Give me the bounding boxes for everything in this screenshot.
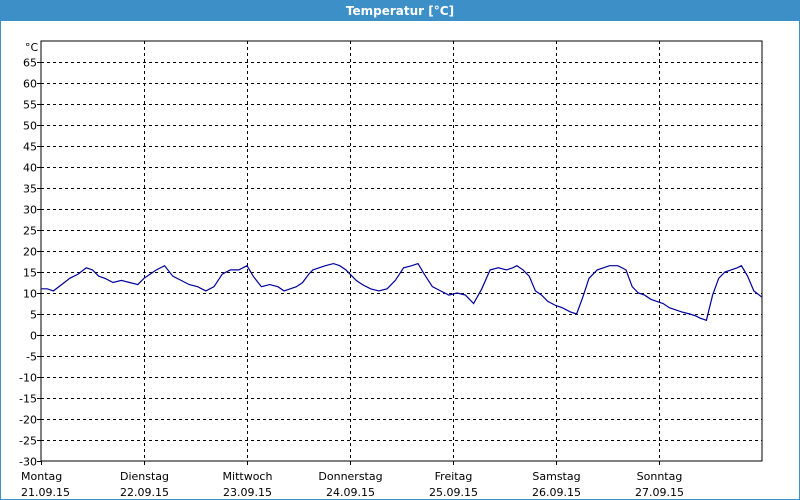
- y-tick-label: 25: [23, 225, 37, 238]
- x-tick-day-label: Montag: [21, 470, 62, 483]
- y-tick-labels: 65605550454035302520151050-5-10-15-20-25…: [19, 57, 37, 469]
- y-tick-label: 30: [23, 204, 37, 217]
- y-tick-label: 60: [23, 78, 37, 91]
- y-tick-label: 65: [23, 57, 37, 70]
- y-tick-label: 45: [23, 141, 37, 154]
- y-tick-label: 0: [30, 330, 37, 343]
- y-axis-unit-label: °C: [25, 41, 39, 54]
- y-tick-label: 50: [23, 120, 37, 133]
- y-tick-label: 15: [23, 267, 37, 280]
- y-tick-label: -30: [19, 456, 37, 469]
- x-tick-day-label: Dienstag: [120, 470, 169, 483]
- x-tick-date-label: 27.09.15: [635, 486, 684, 499]
- y-tick-label: 35: [23, 183, 37, 196]
- y-tick-label: -10: [19, 372, 37, 385]
- y-tick-label: -5: [26, 351, 37, 364]
- x-tick-date-label: 21.09.15: [21, 486, 70, 499]
- x-tick-date-label: 24.09.15: [326, 486, 375, 499]
- x-tick-date-label: 23.09.15: [223, 486, 272, 499]
- x-tick-day-label: Mittwoch: [223, 470, 273, 483]
- x-tick-date-label: 26.09.15: [532, 486, 581, 499]
- axis-layer: [37, 40, 763, 465]
- y-tick-label: -15: [19, 393, 37, 406]
- x-tick-date-label: 22.09.15: [120, 486, 169, 499]
- y-tick-label: -25: [19, 435, 37, 448]
- series-line-temperature: [41, 262, 763, 322]
- y-tick-label: 10: [23, 288, 37, 301]
- x-tick-date-label: 25.09.15: [429, 486, 478, 499]
- y-tick-label: 40: [23, 162, 37, 175]
- y-tick-label: 20: [23, 246, 37, 259]
- x-tick-day-label: Sonntag: [637, 470, 683, 483]
- x-tick-day-label: Samstag: [532, 470, 580, 483]
- x-tick-labels: Montag 21.09.15 Dienstag 22.09.15 Mittwoch 23…: [21, 470, 684, 499]
- grid-layer: [41, 41, 762, 461]
- x-tick-day-label: Freitag: [435, 470, 473, 483]
- y-tick-label: 5: [30, 309, 37, 322]
- y-tick-label: 55: [23, 99, 37, 112]
- y-tick-label: -20: [19, 414, 37, 427]
- window-title: Temperatur [°C]: [1, 1, 799, 21]
- x-tick-day-label: Donnerstag: [318, 470, 382, 483]
